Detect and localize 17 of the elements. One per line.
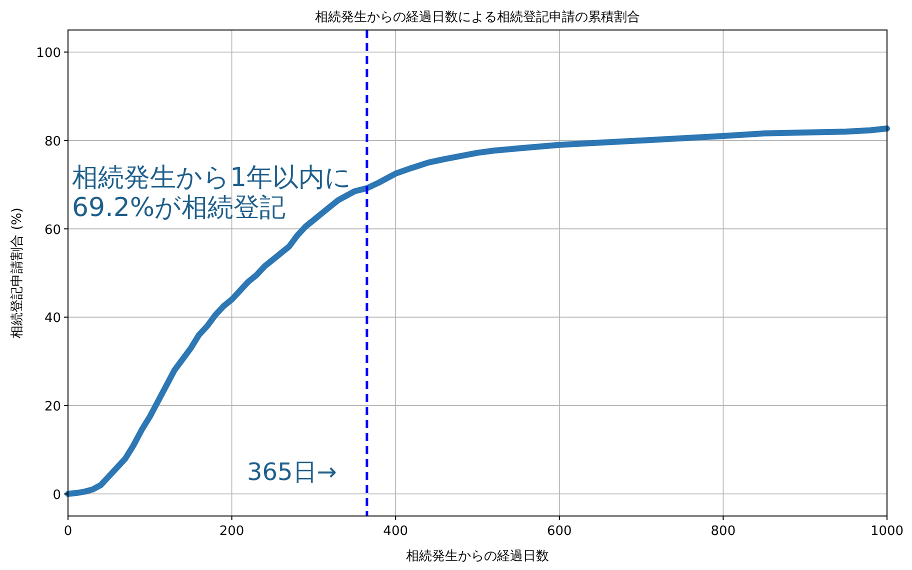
y-tick-label: 0 <box>52 488 61 503</box>
y-tick-label: 40 <box>44 311 61 326</box>
y-tick-label: 100 <box>36 46 61 62</box>
annotation: 相続発生から1年以内に 69.2%が相続登記 <box>72 163 352 223</box>
x-tick-label: 1000 <box>870 524 904 539</box>
x-axis-title: 相続発生からの経過日数 <box>406 549 549 564</box>
y-axis-title: 相続登記申請割合 (%) <box>10 208 25 338</box>
y-tick-label: 60 <box>44 222 61 238</box>
chart-title: 相続発生からの経過日数による相続登記申請の累積割合 <box>315 10 640 25</box>
x-tick-label: 0 <box>64 524 72 539</box>
x-tick-label: 200 <box>219 524 244 539</box>
x-tick-label: 600 <box>546 524 572 539</box>
annotation: 365日→ <box>247 458 337 486</box>
x-tick-label: 800 <box>710 524 736 539</box>
y-tick-label: 20 <box>44 400 61 415</box>
y-tick-label: 80 <box>44 134 61 150</box>
x-tick-label: 400 <box>383 524 408 539</box>
